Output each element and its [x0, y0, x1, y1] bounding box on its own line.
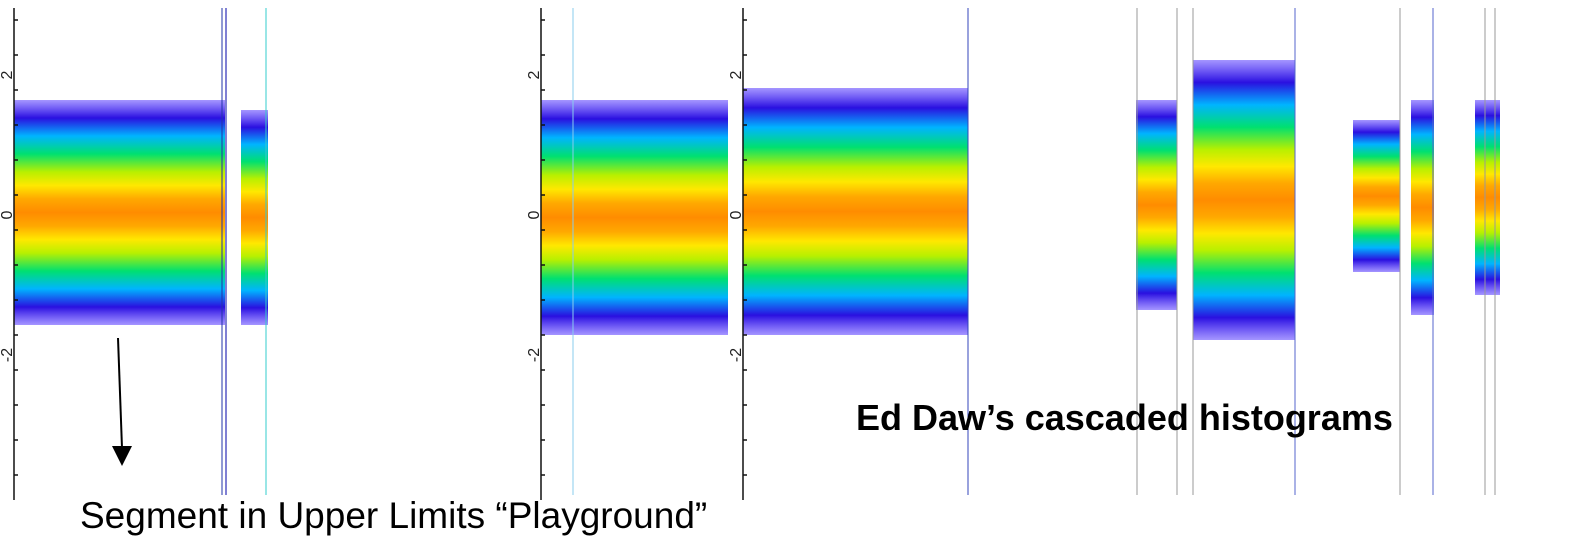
histogram-band [1353, 120, 1400, 272]
histogram-band [541, 100, 728, 335]
axis-labels: 2 0 -2 2 0 -2 2 0 -2 [0, 70, 745, 362]
histogram-band [1193, 60, 1295, 340]
axis-label: -2 [728, 348, 745, 362]
histogram-band [241, 110, 268, 325]
histogram-band [743, 88, 968, 335]
histogram-bands [14, 8, 1500, 495]
axis-label: 0 [728, 210, 745, 219]
histogram-band [1411, 100, 1434, 315]
axis-label: 2 [728, 70, 745, 79]
axis-label: 0 [526, 210, 543, 219]
arrow-line [117, 337, 123, 449]
axis-label: -2 [0, 348, 16, 362]
caption: Ed Daw’s cascaded histograms [856, 397, 1393, 438]
axes [13, 8, 747, 500]
axis-label: 0 [0, 210, 16, 219]
axis-label: 2 [0, 70, 16, 79]
histogram-band [1475, 100, 1500, 295]
axis-label: 2 [526, 70, 543, 79]
arrow-head [112, 446, 132, 466]
histogram-band [1136, 100, 1177, 310]
arrow-label: Segment in Upper Limits “Playground” [80, 495, 707, 536]
histogram-band [14, 100, 225, 325]
axis-label: -2 [526, 348, 543, 362]
